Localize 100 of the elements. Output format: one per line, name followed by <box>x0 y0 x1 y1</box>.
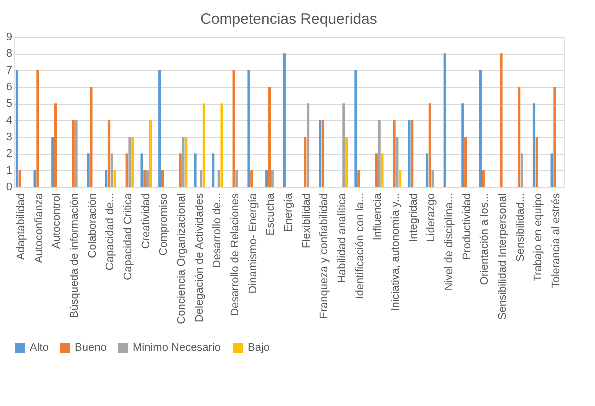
bar <box>212 154 215 187</box>
bar <box>218 170 220 187</box>
y-tick-label: 6 <box>6 82 12 94</box>
bar <box>182 137 185 187</box>
bar <box>550 154 554 187</box>
bar <box>536 137 538 187</box>
bar <box>393 120 396 187</box>
bar <box>161 170 164 187</box>
x-tick-label: Desarrollo de Relaciones <box>230 193 242 316</box>
bar <box>464 137 468 187</box>
x-tick-label: Iniciativa, autonomía y... <box>390 194 402 312</box>
x-tick-label: Delegación de Actividades <box>194 193 206 323</box>
x-tick-label: Nivel de disciplina... <box>443 194 456 291</box>
bar <box>132 137 134 187</box>
x-tick-label: Identificación con la... <box>354 194 366 300</box>
x-tick-label: Tolerancia al estrés <box>550 193 562 288</box>
legend-label: Minimo Necesario <box>133 342 222 354</box>
bar <box>202 104 206 187</box>
bar <box>34 170 36 187</box>
bar <box>149 120 152 187</box>
bar <box>200 170 203 187</box>
bar <box>306 104 310 187</box>
bar <box>232 70 236 187</box>
x-tick-label: Compromiso <box>158 194 170 256</box>
x-tick-label: Creatividad <box>140 194 152 250</box>
bar <box>520 154 524 187</box>
bar <box>128 137 132 187</box>
bar <box>220 104 224 187</box>
bar <box>72 120 75 187</box>
bar <box>16 70 19 187</box>
bar <box>87 154 90 187</box>
bar <box>250 170 254 187</box>
bar <box>304 137 307 187</box>
y-tick-label: 8 <box>6 48 12 60</box>
x-tick-label: Autoconfianza <box>33 192 46 264</box>
x-tick-label: Integridad <box>408 194 420 242</box>
bar <box>426 154 429 187</box>
y-tick-label: 7 <box>6 64 12 77</box>
bar <box>532 104 536 187</box>
x-tick-label: Búsqueda de información <box>69 194 82 318</box>
y-tick-label: 4 <box>6 114 12 127</box>
bar <box>52 137 54 187</box>
y-tick-label: 3 <box>6 132 12 144</box>
bar <box>411 120 414 187</box>
bar <box>358 170 360 187</box>
x-tick-label: Sensibilidad... <box>514 194 527 262</box>
y-tick-label: 1 <box>6 164 12 177</box>
bar <box>54 104 58 187</box>
bar <box>271 170 274 187</box>
y-tick-label: 5 <box>6 98 12 110</box>
x-tick-label: Dinamismo- Energía <box>247 192 260 294</box>
legend-label: Bueno <box>75 342 107 354</box>
bar <box>432 170 434 187</box>
bar <box>319 120 322 187</box>
bar <box>322 120 325 187</box>
bar <box>342 104 346 187</box>
y-tick-label: 0 <box>6 182 12 194</box>
x-tick-label: Capacidad de... <box>104 194 117 271</box>
bar <box>36 70 40 187</box>
bar <box>140 154 144 187</box>
x-tick-label: Autocontrol <box>51 194 64 250</box>
bar <box>399 170 402 187</box>
bar <box>283 54 286 187</box>
x-tick-label: Influencia <box>372 192 384 241</box>
bar <box>375 154 378 187</box>
bar <box>75 120 78 187</box>
x-tick-label: Desarrollo de... <box>212 194 224 268</box>
legend-label: Alto <box>30 342 49 354</box>
bar <box>185 137 188 187</box>
bar <box>108 120 111 187</box>
y-tick-label: 9 <box>6 32 12 44</box>
bar <box>194 154 197 187</box>
x-tick-label: Trabajo en equipo <box>532 194 545 282</box>
x-tick-label: Orientación a los... <box>479 194 492 286</box>
bar <box>110 154 114 187</box>
x-tick-label: Sensibilidad Interpersonal <box>496 194 509 320</box>
x-tick-label: Flexibilidad <box>300 194 313 249</box>
x-tick-label: Franqueza y confiabilidad <box>318 194 331 319</box>
x-tick-label: Colaboración <box>86 194 99 258</box>
x-tick-label: Productividad <box>461 194 474 260</box>
y-tick-label: 2 <box>6 148 12 160</box>
x-tick-label: Adaptabilidad <box>16 194 28 260</box>
bar <box>354 70 358 187</box>
bar <box>90 87 93 187</box>
legend-label: Bajo <box>248 342 270 354</box>
bar <box>554 87 556 187</box>
bar <box>518 87 521 187</box>
bar <box>18 170 22 187</box>
x-tick-label: Energía <box>283 192 295 232</box>
bar <box>408 120 411 187</box>
bar <box>346 137 348 187</box>
bar <box>105 170 108 187</box>
bar <box>428 104 432 187</box>
bar <box>444 54 446 187</box>
bar <box>378 120 381 187</box>
bar <box>114 170 116 187</box>
x-tick-label: Conciencia Organizacional <box>176 194 188 324</box>
x-tick-label: Liderazgo <box>426 194 438 242</box>
x-tick-label: Capacidad Critica <box>122 192 135 280</box>
bar <box>266 170 268 187</box>
